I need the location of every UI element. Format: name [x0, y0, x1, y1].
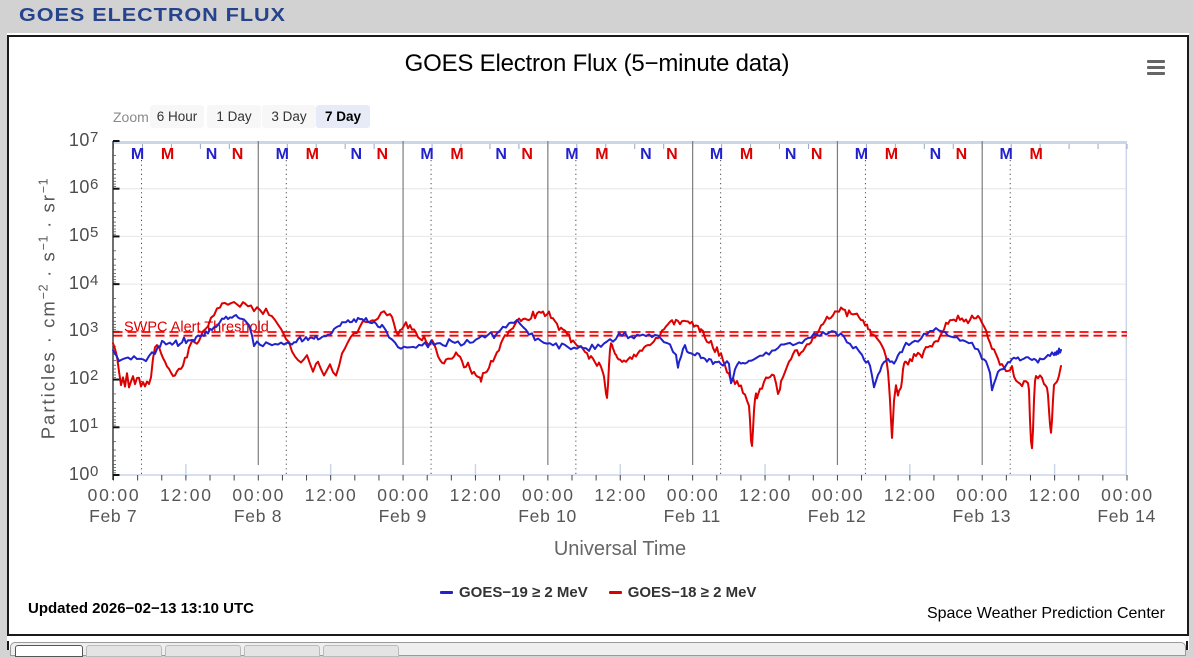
svg-text:N: N [495, 146, 507, 163]
svg-text:M: M [885, 146, 898, 163]
svg-text:N: N [956, 146, 968, 163]
svg-text:N: N [640, 146, 652, 163]
svg-text:M: M [450, 146, 463, 163]
svg-text:M: M [855, 146, 868, 163]
svg-text:N: N [232, 146, 244, 163]
svg-text:M: M [1000, 146, 1013, 163]
svg-text:N: N [666, 146, 678, 163]
svg-text:M: M [161, 146, 174, 163]
svg-text:M: M [420, 146, 433, 163]
svg-text:N: N [206, 146, 218, 163]
svg-text:M: M [740, 146, 753, 163]
svg-text:M: M [565, 146, 578, 163]
svg-text:N: N [930, 146, 942, 163]
svg-text:M: M [131, 146, 144, 163]
svg-text:M: M [595, 146, 608, 163]
svg-text:M: M [710, 146, 723, 163]
svg-text:M: M [1030, 146, 1043, 163]
svg-text:M: M [276, 146, 289, 163]
svg-text:N: N [377, 146, 389, 163]
svg-text:N: N [521, 146, 533, 163]
svg-text:M: M [306, 146, 319, 163]
svg-text:N: N [811, 146, 823, 163]
svg-text:N: N [785, 146, 797, 163]
svg-text:SWPC Alert Threshold: SWPC Alert Threshold [124, 320, 269, 336]
svg-text:N: N [351, 146, 363, 163]
